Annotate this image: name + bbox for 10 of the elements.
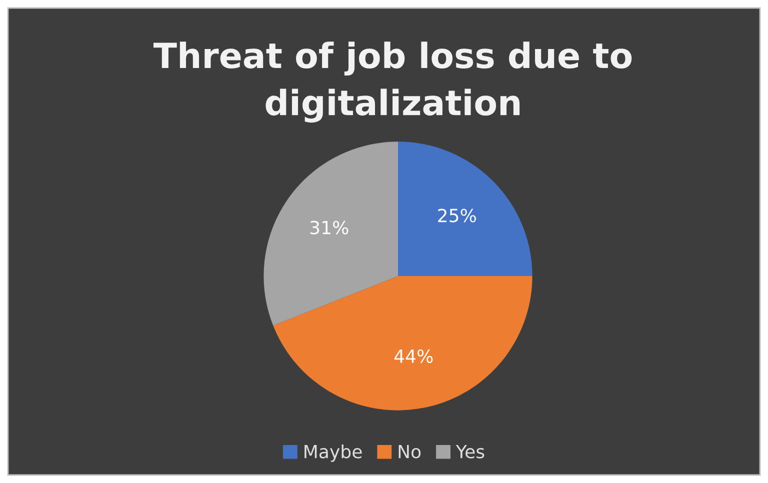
data-label: 31% bbox=[310, 220, 348, 234]
legend-label: No bbox=[398, 445, 421, 458]
pie-slice bbox=[398, 142, 532, 276]
data-label: 25% bbox=[438, 208, 476, 222]
pie-slice bbox=[264, 142, 398, 326]
chart-title: Threat of job loss due to digitalization bbox=[153, 42, 632, 123]
legend-label: Maybe bbox=[304, 444, 362, 462]
data-label: 44% bbox=[394, 349, 433, 364]
legend-label: Yes bbox=[456, 445, 484, 458]
pie-slice bbox=[273, 276, 532, 410]
